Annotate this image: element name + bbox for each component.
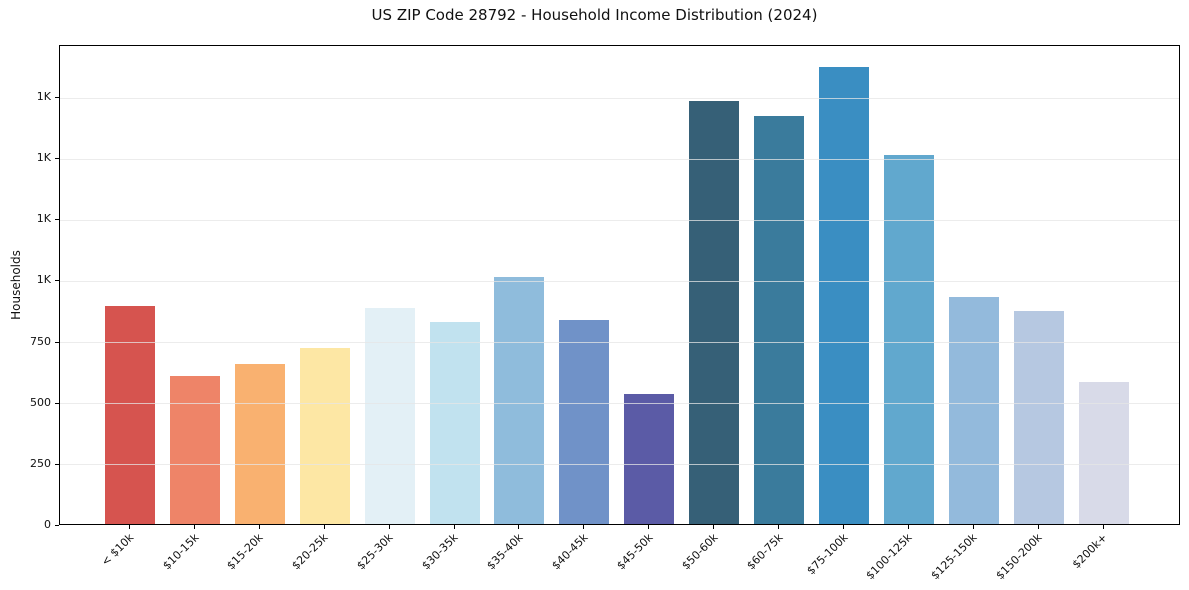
x-tick-label: $125-150k — [928, 531, 980, 583]
y-tick-mark — [55, 219, 59, 221]
y-tick-mark — [55, 402, 59, 404]
x-tick-label: $20-25k — [289, 531, 331, 573]
bar — [818, 66, 869, 524]
x-tick-mark — [323, 525, 325, 529]
x-tick-mark — [648, 525, 650, 529]
x-tick-label: $100-125k — [863, 531, 916, 583]
y-tick-mark — [55, 97, 59, 99]
y-tick-label: 1K — [36, 273, 51, 287]
bar — [1078, 382, 1129, 524]
x-tick-mark — [453, 525, 455, 529]
x-tick-mark — [1037, 525, 1039, 529]
y-tick-label: 1K — [36, 151, 51, 165]
x-tick-label: < $10k — [98, 531, 137, 569]
y-tick-label: 250 — [30, 456, 51, 470]
y-tick-label: 750 — [30, 334, 51, 348]
bar — [494, 277, 545, 524]
x-tick-label: $60-75k — [743, 531, 786, 573]
bar — [234, 363, 285, 524]
x-tick-label: $30-35k — [419, 531, 461, 573]
x-tick-mark — [1102, 525, 1104, 529]
x-tick-label: $25-30k — [354, 531, 396, 573]
x-tick-mark — [972, 525, 974, 529]
y-tick-label: 0 — [44, 518, 51, 531]
bar — [364, 307, 415, 524]
x-tick-label: $200k+ — [1069, 531, 1110, 572]
y-tick-mark — [55, 341, 59, 343]
x-tick-label: $35-40k — [484, 531, 526, 573]
y-tick-mark — [55, 525, 59, 526]
x-tick-mark — [388, 525, 390, 529]
y-tick-mark — [55, 280, 59, 282]
y-tick-mark — [55, 158, 59, 160]
bar — [1013, 311, 1064, 524]
x-tick-mark — [713, 525, 715, 529]
x-tick-label: $15-20k — [224, 531, 267, 573]
x-tick-mark — [129, 525, 130, 529]
bar — [299, 347, 350, 524]
bar — [559, 319, 610, 524]
x-tick-mark — [518, 525, 520, 529]
x-tick-label: $150-200k — [993, 531, 1045, 583]
bar — [689, 100, 740, 524]
bar — [105, 306, 155, 524]
bar — [624, 394, 675, 524]
x-tick-mark — [258, 525, 260, 529]
x-tick-label: $75-100k — [803, 531, 851, 578]
y-tick-label: 1K — [36, 90, 51, 104]
bar — [754, 115, 804, 524]
y-tick-label: 500 — [30, 395, 51, 409]
x-tick-mark — [778, 525, 779, 529]
x-tick-label: $50-60k — [679, 531, 721, 573]
x-tick-label: $45-50k — [614, 531, 656, 573]
bar — [429, 322, 480, 524]
y-tick-label: 1K — [36, 212, 51, 226]
bar — [948, 296, 999, 524]
bar — [883, 154, 934, 524]
bars-layer — [60, 46, 1179, 524]
x-tick-mark — [842, 525, 844, 529]
x-tick-mark — [907, 525, 909, 529]
x-tick-label: $40-45k — [549, 531, 591, 573]
bar — [169, 376, 220, 524]
y-tick-mark — [55, 463, 59, 465]
x-tick-mark — [193, 525, 195, 529]
chart-title: US ZIP Code 28792 - Household Income Dis… — [371, 6, 818, 24]
x-tick-label: $10-15k — [159, 531, 202, 573]
plot-area — [59, 45, 1180, 525]
x-tick-mark — [583, 525, 585, 529]
